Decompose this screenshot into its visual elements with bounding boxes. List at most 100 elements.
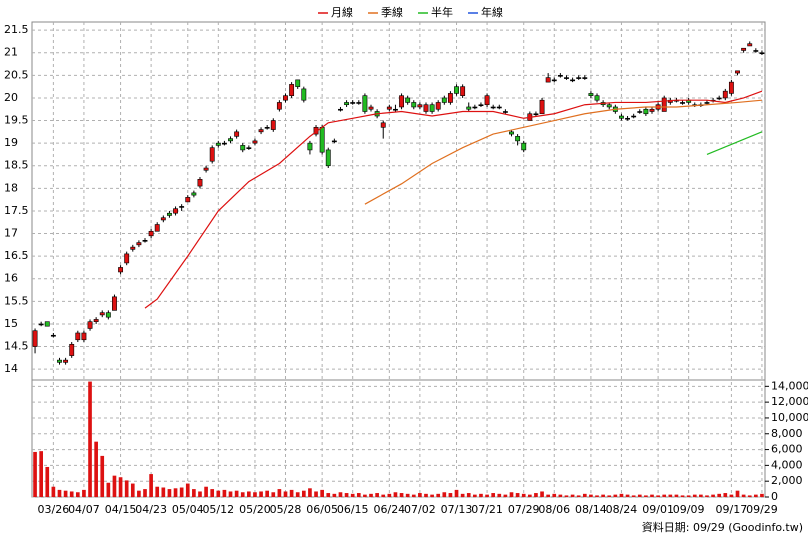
volume-bar — [75, 492, 80, 497]
x-tick-label: 04/15 — [105, 503, 137, 516]
candle-body — [661, 97, 667, 112]
volume-bar — [668, 494, 673, 497]
candle-body — [221, 142, 227, 145]
volume-bar — [51, 486, 56, 497]
y-tick-label: 17.5 — [4, 204, 29, 217]
volume-bar — [271, 492, 276, 497]
candle-body — [295, 79, 301, 87]
candle-body — [509, 131, 514, 135]
candle-body — [325, 149, 331, 167]
volume-bar — [320, 489, 324, 497]
volume-bar — [173, 488, 178, 497]
volume-bar — [363, 494, 367, 497]
volume-bar — [662, 494, 667, 497]
volume-bar — [216, 490, 221, 497]
candle-body — [173, 208, 178, 214]
volume-bar — [436, 493, 441, 497]
volume-bar — [350, 493, 355, 497]
candle-body — [680, 102, 685, 104]
candle-body — [112, 296, 117, 311]
volume-bar — [228, 491, 233, 497]
candle-body — [472, 106, 478, 109]
volume-bar — [747, 495, 752, 497]
candle-body — [619, 115, 624, 119]
x-tick-label: 05/12 — [202, 503, 234, 516]
volume-bar — [295, 492, 300, 497]
volume-bar — [118, 477, 123, 497]
volume-bar — [699, 494, 703, 497]
candle-body — [362, 95, 368, 112]
volume-panel — [31, 379, 766, 498]
x-tick-label: 07/29 — [508, 503, 540, 516]
y-tick-label: 14.5 — [4, 340, 29, 353]
volume-bar — [45, 466, 50, 497]
volume-bar — [130, 483, 135, 497]
x-tick-label: 03/26 — [38, 503, 70, 516]
volume-bar — [167, 489, 172, 497]
volume-bar — [234, 490, 239, 497]
volume-bar — [521, 493, 526, 497]
candle-body — [539, 99, 545, 115]
volume-bar — [570, 494, 575, 497]
volume-bar — [253, 492, 257, 497]
volume-bar — [717, 493, 722, 497]
volume-bar — [454, 489, 459, 497]
volume-bar — [644, 495, 648, 497]
x-tick-label: 08/14 — [575, 503, 607, 516]
candle-body — [289, 84, 295, 96]
volume-bar — [314, 491, 318, 497]
x-tick-label: 06/05 — [306, 503, 338, 516]
candle-body — [643, 108, 649, 115]
x-tick-label: 08/24 — [606, 503, 638, 516]
volume-bar — [589, 494, 593, 497]
candle-body — [594, 95, 600, 101]
volume-bar — [485, 494, 489, 497]
candle-body — [63, 359, 69, 363]
volume-bar — [106, 482, 111, 497]
candle-body — [606, 104, 612, 108]
candle-body — [716, 97, 722, 100]
x-tick-label: 07/13 — [441, 503, 473, 516]
candle-body — [191, 192, 197, 196]
volume-bar — [411, 494, 416, 497]
volume-bar — [729, 494, 734, 497]
volume-bar — [460, 493, 465, 497]
volume-bar — [82, 489, 86, 497]
candle-body — [441, 97, 447, 103]
candle-body — [160, 217, 166, 221]
candle-body — [417, 104, 423, 108]
volume-bar — [112, 475, 117, 497]
volume-bar — [601, 494, 605, 497]
candle-body — [215, 142, 221, 146]
candle-body — [502, 111, 508, 113]
volume-bar — [375, 493, 379, 497]
candle-body — [356, 102, 362, 104]
y2-tick-label: 2,000 — [771, 474, 803, 487]
y2-tick-label: 14,000 — [771, 379, 808, 392]
volume-bar — [650, 494, 654, 497]
candle-body — [124, 253, 130, 264]
candle-body — [130, 246, 136, 250]
volume-bar — [259, 491, 263, 497]
candle-body — [283, 95, 288, 101]
y-tick-label: 16 — [4, 272, 18, 285]
candle-body — [307, 142, 313, 151]
y2-tick-label: 6,000 — [771, 443, 803, 456]
candle-body — [478, 104, 484, 107]
volume-bar — [656, 495, 660, 497]
candle-body — [735, 70, 740, 74]
volume-bar — [582, 493, 587, 497]
volume-bar — [680, 495, 685, 497]
ma-line — [706, 131, 763, 155]
candle-body — [625, 117, 631, 120]
candle-body — [50, 334, 56, 337]
candle-body — [203, 167, 209, 171]
candle-body — [447, 93, 453, 103]
candle-body — [338, 108, 343, 111]
volume-bar — [405, 493, 410, 497]
candle-body — [728, 81, 734, 94]
volume-bar — [473, 494, 477, 497]
candle-body — [166, 212, 172, 216]
volume-bar — [289, 489, 294, 497]
volume-bar — [564, 495, 569, 497]
